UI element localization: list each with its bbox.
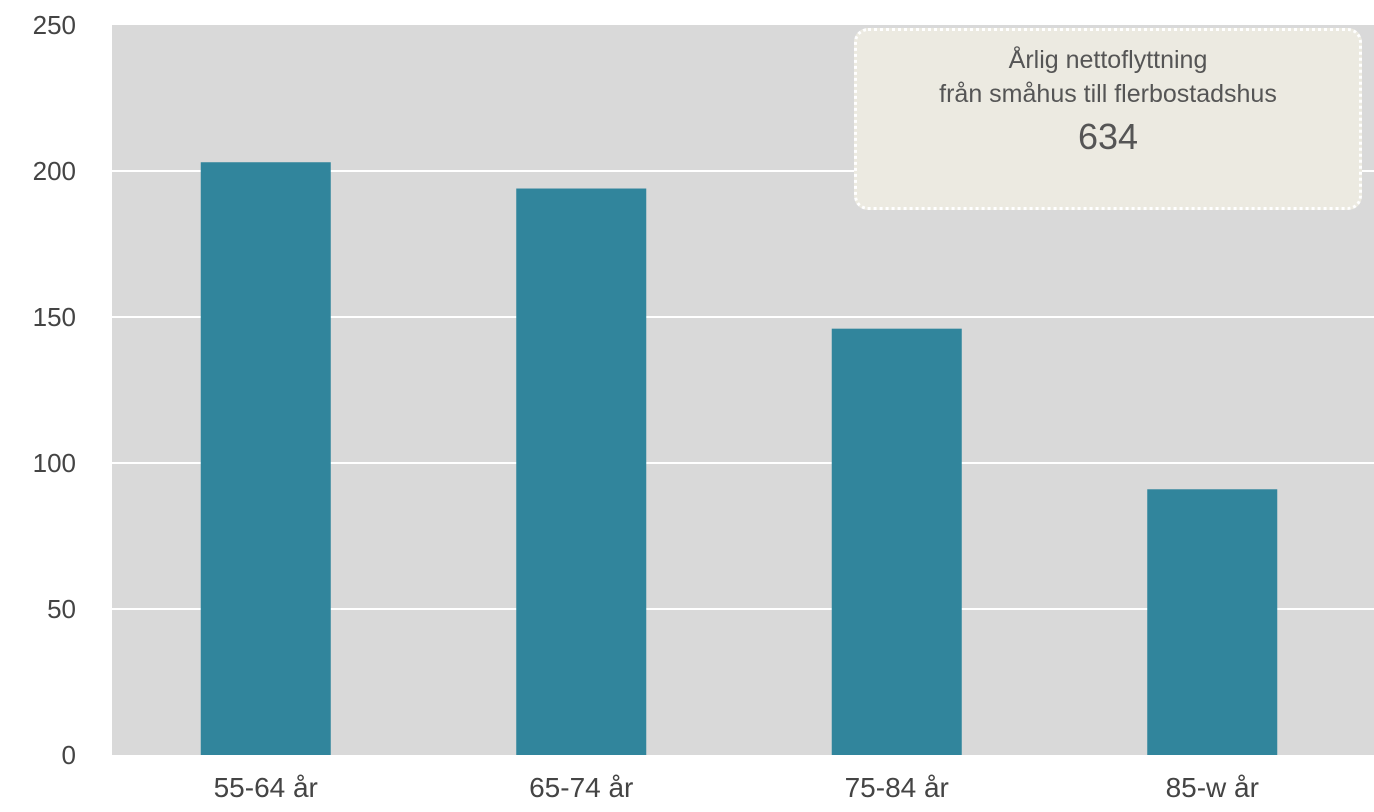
x-category-label: 75-84 år: [845, 772, 949, 803]
bar: [1147, 489, 1278, 755]
y-tick-label: 150: [33, 302, 76, 332]
y-axis-tick-labels: 0 50 100 150 200 250: [33, 10, 76, 770]
y-tick-label: 200: [33, 156, 76, 186]
y-tick-label: 100: [33, 448, 76, 478]
annotation-callout: Årlig nettoflyttning från småhus till fl…: [854, 28, 1362, 210]
x-category-label: 65-74 år: [529, 772, 633, 803]
callout-line-2: från småhus till flerbostadshus: [939, 80, 1277, 108]
bars: [200, 162, 1278, 756]
bar: [516, 188, 647, 755]
x-axis-category-labels: 55-64 år 65-74 år 75-84 år 85-w år: [214, 772, 1259, 803]
bar: [831, 328, 962, 755]
x-category-label: 85-w år: [1166, 772, 1259, 803]
bar: [200, 162, 331, 756]
x-category-label: 55-64 år: [214, 772, 318, 803]
y-tick-label: 0: [62, 740, 76, 770]
y-tick-label: 250: [33, 10, 76, 40]
callout-value: 634: [1077, 116, 1139, 157]
callout-line-1: Årlig nettoflyttning: [1008, 46, 1208, 74]
y-tick-label: 50: [47, 594, 76, 624]
